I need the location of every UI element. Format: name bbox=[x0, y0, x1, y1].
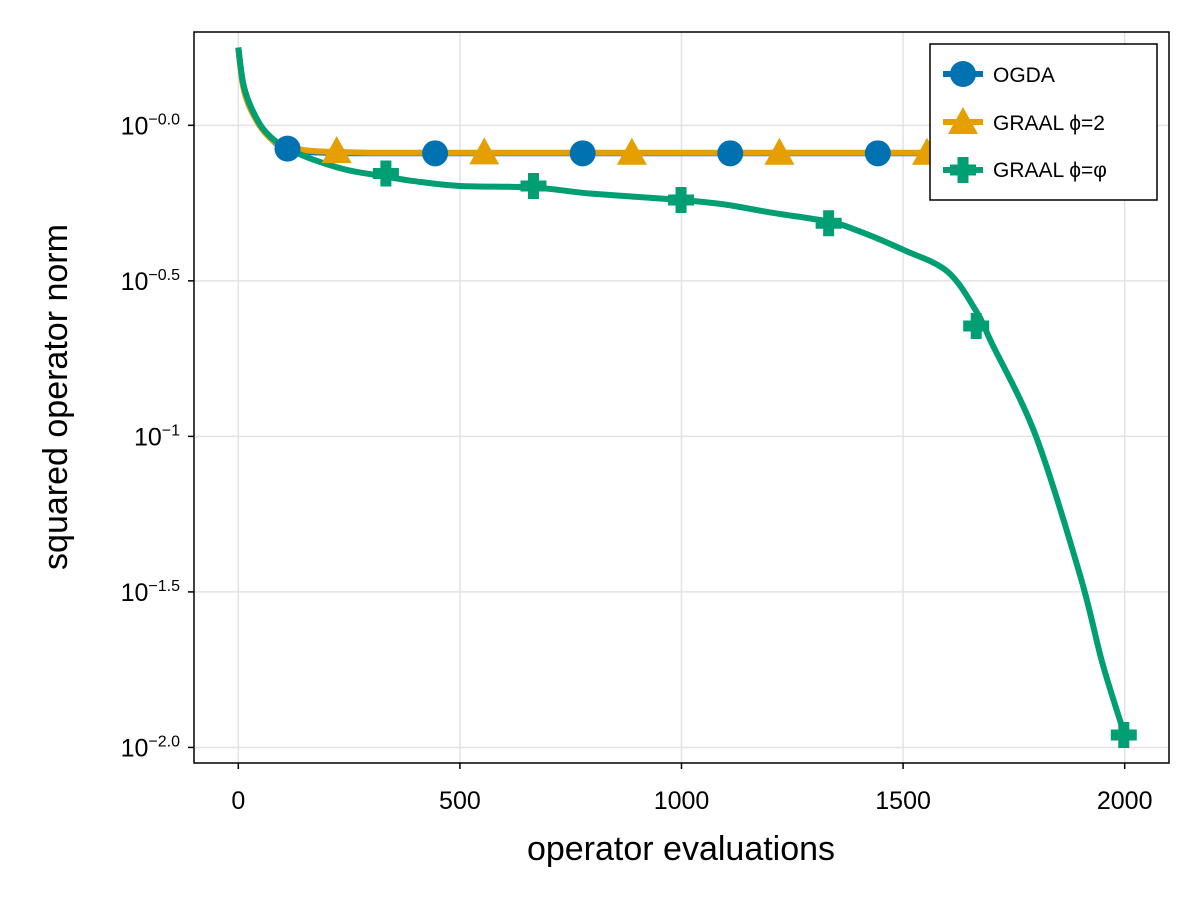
series-marker-graal-phi-golden bbox=[372, 160, 399, 187]
series-marker-ogda bbox=[422, 140, 449, 167]
axis-ticks: 0 500 1000 1500 2000 10−0.0 10−0.5 10−1 10−1.5 10… bbox=[121, 111, 1153, 815]
legend-entry-graal-phi-golden: GRAAL ϕ=φ bbox=[943, 157, 1107, 183]
x-axis-label: operator evaluations bbox=[527, 830, 835, 868]
legend-symbol-graal-phi-2 bbox=[943, 107, 983, 134]
series-marker-graal-phi-golden bbox=[815, 210, 842, 237]
series-marker-ogda bbox=[569, 140, 596, 167]
series-marker-graal-phi-golden bbox=[963, 312, 990, 339]
y-tick-label: 10−1 bbox=[134, 422, 180, 451]
legend: OGDA GRAAL ϕ=2 GRAAL ϕ=φ bbox=[929, 43, 1158, 201]
series-marker-graal-phi-2 bbox=[321, 136, 352, 164]
legend-symbol-graal-phi-golden bbox=[943, 157, 983, 183]
legend-label-graal-phi-golden: GRAAL ϕ=φ bbox=[993, 159, 1107, 182]
y-tick-label: 10−1.5 bbox=[121, 578, 181, 607]
series-marker-graal-phi-golden bbox=[668, 186, 695, 213]
series-marker-graal-phi-2 bbox=[616, 137, 647, 165]
legend-marker-ogda bbox=[950, 61, 976, 87]
legend-symbol-ogda bbox=[943, 61, 983, 87]
series-markers bbox=[274, 135, 1137, 749]
series-marker-graal-phi-2 bbox=[469, 137, 500, 165]
x-tick-label: 1500 bbox=[875, 787, 931, 815]
series-marker-graal-phi-golden bbox=[520, 172, 547, 199]
legend-entry-graal-phi-2: GRAAL ϕ=2 bbox=[943, 107, 1105, 135]
y-tick-label: 10−0.5 bbox=[121, 267, 181, 296]
series-marker-graal-phi-golden bbox=[1110, 722, 1137, 749]
series-marker-ogda bbox=[717, 140, 744, 167]
legend-marker-graal-phi-2 bbox=[948, 107, 978, 134]
y-tick-label: 10−2.0 bbox=[121, 733, 181, 762]
series-marker-ogda bbox=[274, 135, 301, 162]
legend-entry-ogda: OGDA bbox=[943, 61, 1055, 87]
legend-label-ogda: OGDA bbox=[993, 64, 1055, 87]
y-axis-label: squared operator norm bbox=[37, 224, 75, 570]
y-tick-label: 10−0.0 bbox=[121, 111, 181, 140]
legend-label-graal-phi-2: GRAAL ϕ=2 bbox=[993, 112, 1105, 135]
legend-marker-graal-phi-golden bbox=[950, 157, 976, 183]
x-tick-label: 2000 bbox=[1097, 787, 1153, 815]
x-tick-label: 500 bbox=[439, 787, 481, 815]
x-tick-label: 0 bbox=[231, 787, 245, 815]
series-marker-ogda bbox=[864, 140, 891, 167]
x-tick-label: 1000 bbox=[654, 787, 710, 815]
series-marker-graal-phi-2 bbox=[764, 137, 795, 165]
